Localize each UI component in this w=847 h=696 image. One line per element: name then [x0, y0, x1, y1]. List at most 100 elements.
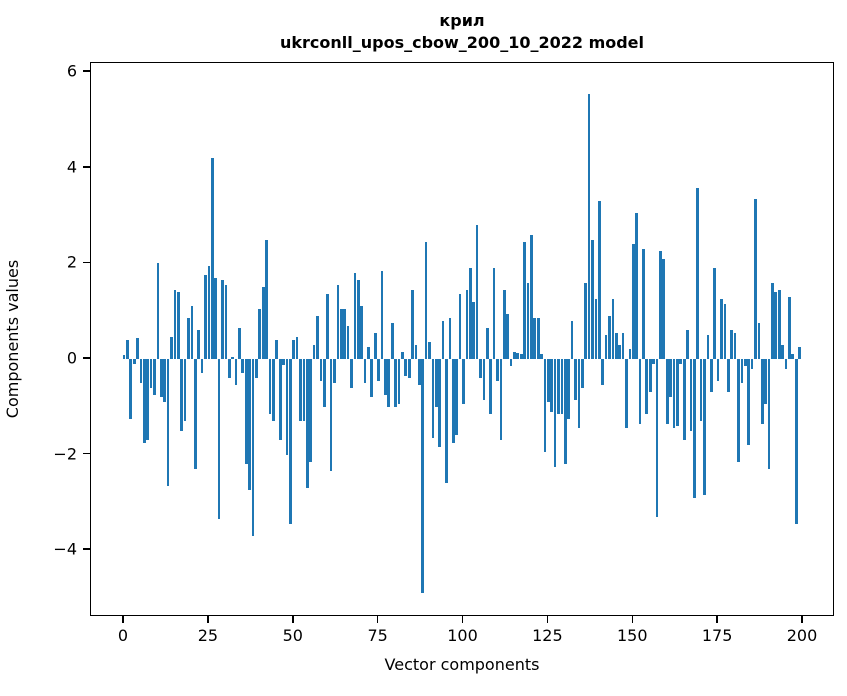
y-tick-mark: [83, 166, 90, 168]
bar: [567, 359, 571, 419]
bar: [781, 344, 784, 359]
bar: [176, 292, 180, 359]
bar: [166, 359, 170, 486]
bar: [550, 359, 554, 412]
bar: [676, 359, 679, 426]
bar: [122, 355, 126, 359]
bar: [411, 289, 414, 359]
y-tick-label: 2: [66, 252, 77, 272]
bar: [258, 308, 262, 359]
bar: [139, 359, 143, 383]
bar: [506, 313, 509, 359]
bar: [207, 265, 211, 359]
bar: [221, 280, 224, 359]
bar: [173, 289, 177, 359]
bar: [272, 359, 275, 422]
bar: [662, 258, 666, 359]
bar: [645, 359, 649, 414]
bar: [289, 359, 292, 524]
y-axis-label: Components values: [3, 259, 22, 419]
bar: [418, 359, 421, 386]
bar: [183, 359, 187, 422]
bar: [333, 359, 336, 383]
bar: [638, 359, 642, 424]
bar: [611, 299, 615, 359]
x-tick-mark: [207, 616, 209, 623]
bar: [574, 359, 577, 400]
x-tick-label: 100: [447, 626, 478, 645]
bar: [265, 239, 268, 359]
bar: [309, 359, 313, 462]
bar: [601, 359, 605, 386]
bar: [771, 282, 774, 359]
x-tick-mark: [546, 616, 549, 623]
bar: [275, 339, 279, 359]
y-tick-mark: [83, 452, 90, 455]
bar: [533, 318, 537, 359]
bar: [475, 225, 479, 359]
bar: [441, 320, 445, 359]
bar: [648, 359, 652, 393]
bar: [764, 359, 767, 405]
bar: [625, 359, 628, 429]
bar: [160, 359, 163, 398]
bar: [302, 359, 306, 422]
bar: [356, 280, 360, 359]
bar: [316, 315, 319, 359]
bar: [129, 359, 133, 419]
x-tick-label: 50: [282, 626, 303, 645]
bar: [431, 359, 435, 438]
bar: [757, 323, 761, 359]
bar: [424, 241, 428, 359]
bar: [750, 359, 754, 369]
y-tick-mark: [83, 357, 90, 359]
bar: [268, 359, 272, 414]
y-tick-mark: [83, 261, 90, 264]
bar: [394, 359, 397, 407]
bar: [679, 359, 683, 364]
bar: [170, 337, 173, 359]
x-tick-label: 175: [701, 626, 733, 645]
bar: [472, 301, 476, 359]
bar: [343, 308, 347, 359]
bar: [149, 359, 153, 388]
bar: [132, 359, 136, 364]
bar: [509, 359, 513, 367]
bar: [339, 308, 343, 359]
bar: [760, 359, 764, 424]
bar: [519, 354, 523, 359]
bar: [210, 158, 214, 359]
x-tick-label: 200: [786, 626, 818, 645]
bar: [570, 320, 574, 359]
y-tick-mark: [83, 548, 90, 550]
bar: [720, 299, 723, 359]
bar: [516, 353, 520, 359]
bar: [723, 304, 727, 359]
bar: [187, 318, 190, 359]
bar: [496, 359, 499, 381]
bar: [193, 359, 197, 469]
bar: [740, 359, 744, 383]
bar: [326, 294, 330, 359]
bar: [434, 359, 438, 407]
bar: [659, 251, 662, 359]
bar: [543, 359, 547, 453]
bar: [726, 359, 730, 393]
bar: [346, 325, 350, 359]
bar: [397, 359, 401, 405]
bar: [703, 359, 706, 496]
bar: [200, 359, 204, 374]
x-tick-mark: [716, 616, 718, 623]
bar: [733, 332, 737, 359]
bar: [788, 296, 791, 359]
x-tick-mark: [122, 616, 124, 623]
bar: [594, 299, 598, 359]
bar: [421, 359, 425, 594]
y-tick-label: −2: [53, 444, 77, 464]
bar: [329, 359, 333, 472]
x-tick-label: 125: [532, 626, 563, 645]
bar: [363, 359, 367, 383]
bar: [438, 359, 442, 448]
bar: [401, 351, 404, 359]
plot-area: [90, 62, 834, 616]
